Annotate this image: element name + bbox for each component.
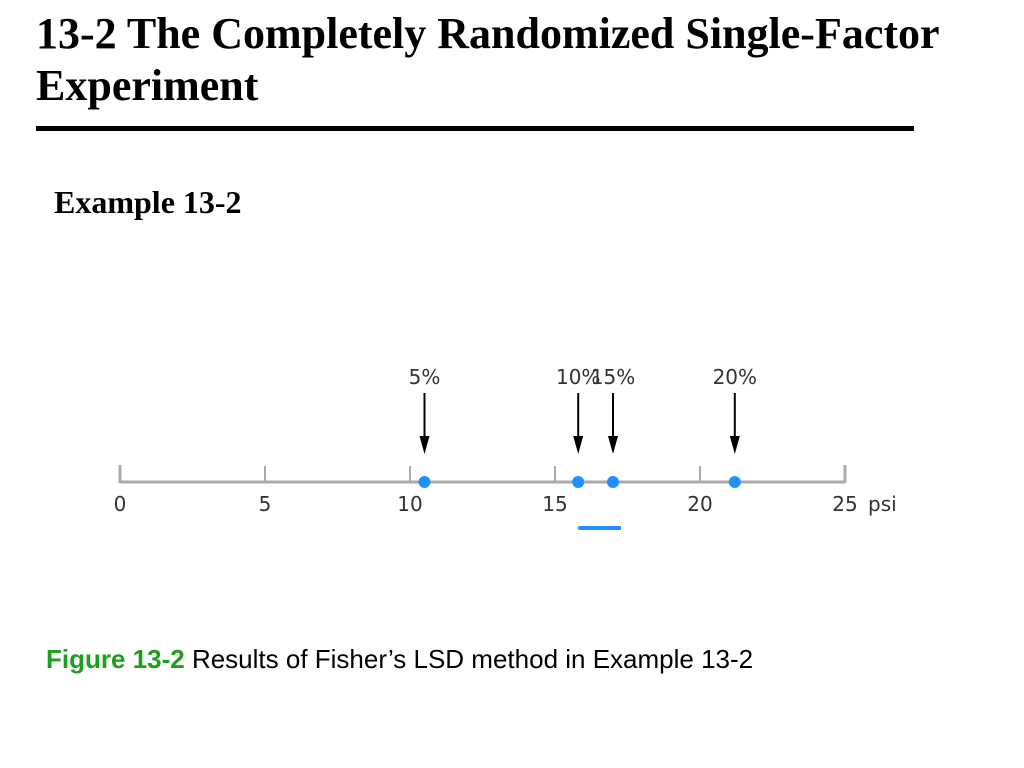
data-point [728,476,741,488]
tick-label: 0 [114,492,127,516]
tick-label: 5 [259,492,272,516]
arrow-head [729,436,740,454]
example-label: Example 13-2 [54,184,242,220]
figure-caption: Figure 13-2 Results of Fisher’s LSD meth… [46,644,753,675]
title-underline [36,126,914,131]
tick-label: 25 [832,492,857,516]
tick-label: 20 [687,492,712,516]
data-points: 5% 10%15% 20% [409,365,757,488]
point-label: 5% [409,365,441,389]
figure-caption-text: Results of Fisher’s LSD method in Exampl… [184,644,754,674]
tick-label: 15 [542,492,567,516]
figure-label: Figure 13-2 [46,644,185,674]
point-label: 15% [591,365,635,389]
axis-unit-label: psi [868,492,897,516]
tick-label: 10 [397,492,422,516]
arrow-head [573,436,584,454]
arrow-head [419,436,430,454]
arrow-head [608,436,618,454]
lsd-chart: 0 5 10 15 20 25 psi 5% 10%15% 20% [114,365,897,530]
point-label: 20% [713,365,757,389]
axis-ticks: 0 5 10 15 20 25 psi [114,465,897,516]
slide-title: 13-2 The Completely Randomized Single-Fa… [36,9,939,110]
point-label: 10% [556,365,600,389]
data-point [418,476,431,488]
data-point [572,476,585,488]
data-point [607,476,619,488]
